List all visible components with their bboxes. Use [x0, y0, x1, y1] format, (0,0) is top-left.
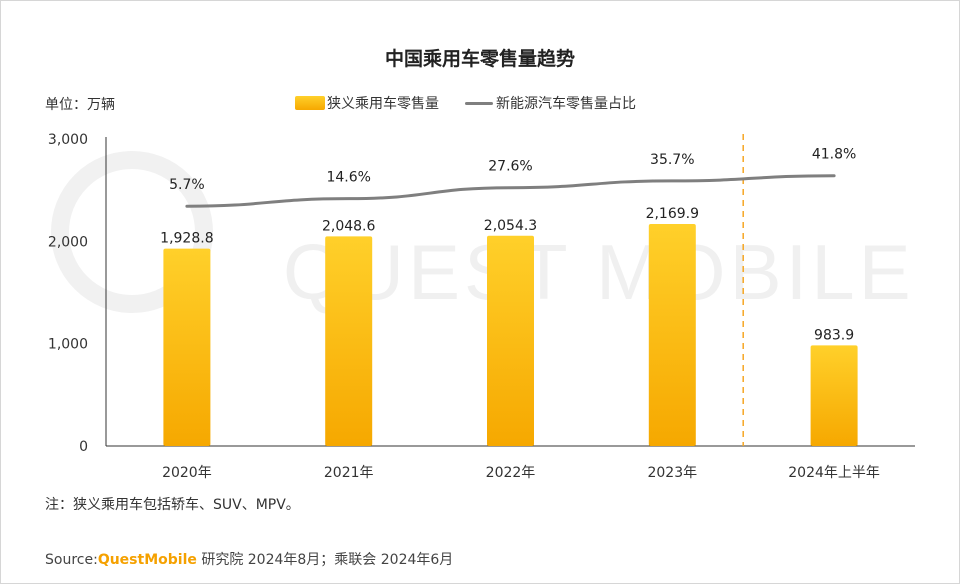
y-tick-label: 0	[79, 439, 88, 455]
legend: 狭义乘用车零售量 新能源汽车零售量占比	[295, 93, 662, 113]
y-tick-label: 2,000	[48, 234, 88, 250]
bar	[810, 345, 858, 446]
watermark-circle	[51, 151, 213, 313]
x-tick-label: 2024年上半年	[788, 465, 880, 481]
bar-data-label: 1,928.8	[160, 231, 213, 247]
legend-item-bar: 狭义乘用车零售量	[295, 93, 439, 113]
x-tick-label: 2020年	[162, 465, 212, 481]
source-brand: QuestMobile	[97, 552, 197, 568]
bar-data-label: 2,048.6	[322, 218, 376, 234]
watermark-text: QUEST MOBILE	[283, 228, 915, 316]
x-tick-label: 2021年	[324, 465, 374, 481]
watermark-logo	[51, 151, 213, 313]
line-data-label: 41.8%	[812, 147, 856, 163]
bar-data-label: 2,054.3	[484, 218, 537, 234]
bar	[325, 236, 373, 446]
legend-line-swatch	[465, 101, 493, 105]
unit-label: 单位：万辆	[45, 97, 115, 113]
legend-line-label: 新能源汽车零售量占比	[496, 96, 636, 112]
x-tick-label: 2022年	[486, 465, 536, 481]
source-rest: 研究院 2024年8月；乘联会 2024年6月	[196, 552, 454, 568]
line-data-label: 5.7%	[169, 177, 205, 193]
bar	[648, 223, 696, 446]
y-tick-label: 3,000	[48, 132, 88, 148]
legend-item-line: 新能源汽车零售量占比	[465, 93, 636, 113]
bar-data-label: 2,169.9	[646, 206, 699, 222]
footnote: 注：狭义乘用车包括轿车、SUV、MPV。	[45, 497, 300, 513]
source-line: Source:QuestMobile 研究院 2024年8月；乘联会 2024年…	[45, 549, 453, 569]
line-data-label: 35.7%	[650, 152, 694, 168]
y-tick-label: 1,000	[48, 337, 88, 353]
share-line	[185, 174, 836, 208]
bar	[487, 235, 534, 446]
chart-title: 中国乘用车零售量趋势	[384, 48, 575, 70]
line-data-label: 27.6%	[488, 159, 532, 175]
bar	[163, 248, 211, 446]
legend-bar-label: 狭义乘用车零售量	[327, 96, 439, 112]
legend-bar-swatch	[295, 96, 325, 110]
bar-data-label: 983.9	[814, 327, 854, 343]
x-tick-label: 2023年	[647, 465, 697, 481]
line-data-label: 14.6%	[326, 170, 370, 186]
source-prefix: Source:	[45, 552, 98, 568]
